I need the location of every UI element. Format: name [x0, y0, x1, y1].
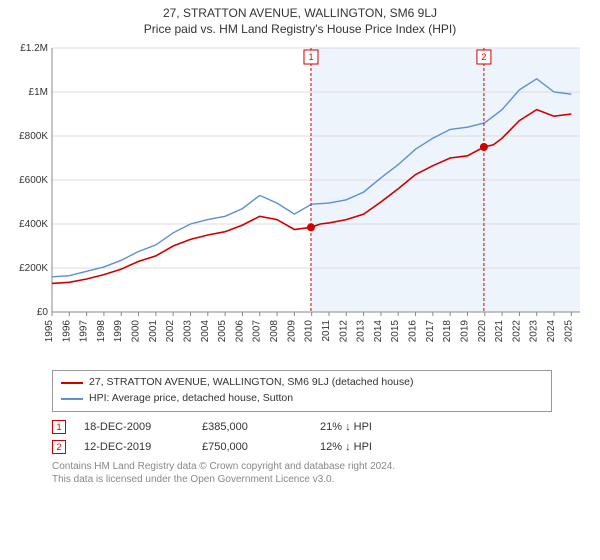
footer-attribution: Contains HM Land Registry data © Crown c… — [52, 460, 590, 486]
svg-text:1999: 1999 — [113, 320, 124, 343]
event-date: 18-DEC-2009 — [84, 421, 184, 433]
svg-text:2009: 2009 — [286, 320, 297, 343]
chart-title: 27, STRATTON AVENUE, WALLINGTON, SM6 9LJ — [10, 6, 590, 20]
svg-text:2002: 2002 — [165, 320, 176, 343]
svg-text:2008: 2008 — [269, 320, 280, 343]
event-table: 1 18-DEC-2009 £385,000 21% ↓ HPI 2 12-DEC-201… — [52, 420, 590, 454]
legend: 27, STRATTON AVENUE, WALLINGTON, SM6 9LJ… — [52, 370, 552, 412]
event-row: 2 12-DEC-2019 £750,000 12% ↓ HPI — [52, 440, 590, 454]
svg-text:2023: 2023 — [529, 320, 540, 343]
svg-text:2012: 2012 — [338, 320, 349, 343]
svg-text:2000: 2000 — [131, 320, 142, 343]
svg-text:2003: 2003 — [182, 320, 193, 343]
event-row: 1 18-DEC-2009 £385,000 21% ↓ HPI — [52, 420, 590, 434]
svg-text:2021: 2021 — [494, 320, 505, 343]
svg-text:2020: 2020 — [477, 320, 488, 343]
svg-text:2013: 2013 — [356, 320, 367, 343]
footer-line: This data is licensed under the Open Gov… — [52, 473, 590, 486]
legend-label: 27, STRATTON AVENUE, WALLINGTON, SM6 9LJ… — [89, 375, 413, 391]
svg-text:1995: 1995 — [44, 320, 55, 343]
svg-text:2024: 2024 — [546, 320, 557, 343]
event-marker-icon: 2 — [52, 440, 66, 454]
svg-text:2014: 2014 — [373, 320, 384, 343]
svg-text:2019: 2019 — [459, 320, 470, 343]
event-marker-icon: 1 — [52, 420, 66, 434]
svg-text:£400K: £400K — [19, 219, 48, 230]
svg-text:2018: 2018 — [442, 320, 453, 343]
legend-label: HPI: Average price, detached house, Sutt… — [89, 391, 293, 407]
svg-text:2011: 2011 — [321, 320, 332, 342]
svg-text:1998: 1998 — [96, 320, 107, 343]
svg-text:2010: 2010 — [304, 320, 315, 343]
line-chart-svg: £0 £200K £400K £600K £800K £1M £1.2M 1995 1996 19… — [10, 44, 590, 364]
event-delta: 12% ↓ HPI — [320, 441, 420, 453]
legend-swatch-icon — [61, 382, 83, 384]
svg-text:£1M: £1M — [29, 87, 48, 98]
svg-text:£800K: £800K — [19, 131, 48, 142]
svg-text:2001: 2001 — [148, 320, 159, 343]
svg-text:1: 1 — [308, 52, 313, 62]
svg-text:2022: 2022 — [511, 320, 522, 343]
svg-text:2005: 2005 — [217, 320, 228, 343]
svg-text:2015: 2015 — [390, 320, 401, 343]
svg-text:£0: £0 — [37, 307, 49, 318]
legend-item-price: 27, STRATTON AVENUE, WALLINGTON, SM6 9LJ… — [61, 375, 543, 391]
svg-text:£200K: £200K — [19, 263, 48, 274]
chart: £0 £200K £400K £600K £800K £1M £1.2M 1995 1996 19… — [10, 44, 590, 364]
legend-swatch-icon — [61, 398, 83, 400]
svg-text:2004: 2004 — [200, 320, 211, 343]
svg-text:2016: 2016 — [408, 320, 419, 343]
event-date: 12-DEC-2019 — [84, 441, 184, 453]
svg-text:1996: 1996 — [61, 320, 72, 343]
event-price: £385,000 — [202, 421, 302, 433]
svg-text:1997: 1997 — [79, 320, 90, 343]
event-delta: 21% ↓ HPI — [320, 421, 420, 433]
svg-text:2025: 2025 — [563, 320, 574, 343]
chart-subtitle: Price paid vs. HM Land Registry's House … — [10, 22, 590, 36]
svg-text:£600K: £600K — [19, 175, 48, 186]
footer-line: Contains HM Land Registry data © Crown c… — [52, 460, 590, 473]
svg-text:2017: 2017 — [425, 320, 436, 343]
svg-text:2006: 2006 — [234, 320, 245, 343]
svg-text:£1.2M: £1.2M — [20, 44, 48, 54]
svg-text:2: 2 — [481, 52, 486, 62]
event-price: £750,000 — [202, 441, 302, 453]
legend-item-hpi: HPI: Average price, detached house, Sutt… — [61, 391, 543, 407]
svg-text:2007: 2007 — [252, 320, 263, 343]
